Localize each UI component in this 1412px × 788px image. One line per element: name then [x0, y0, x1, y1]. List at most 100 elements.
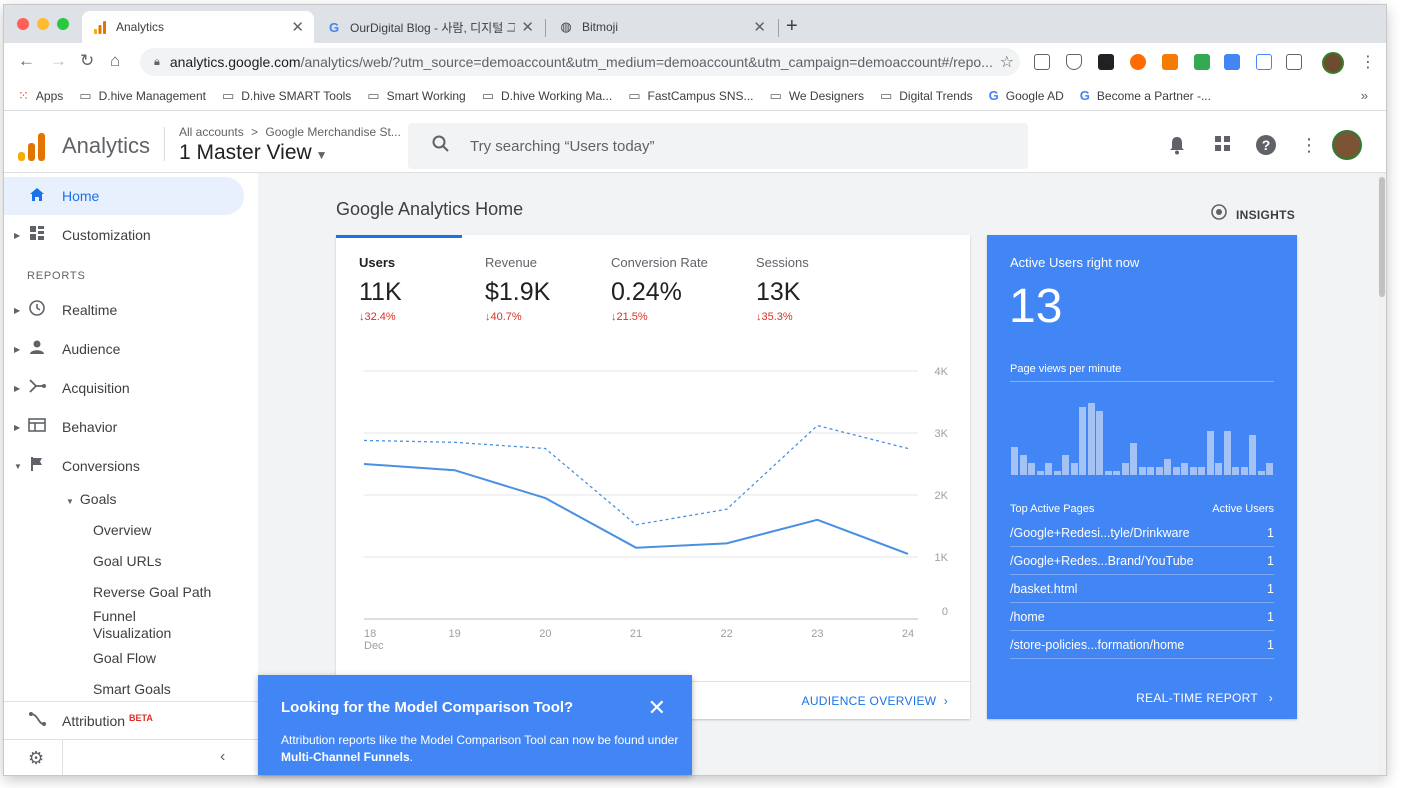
pageviews-bar — [1189, 467, 1197, 475]
close-tab-icon[interactable]: ✕ — [521, 19, 534, 36]
extension-chart-icon[interactable] — [1162, 54, 1178, 70]
nav-smart-goals[interactable]: Smart Goals — [93, 681, 171, 697]
tab-ourdigital[interactable]: G OurDigital Blog - 사람, 디지털 그리 ✕ — [316, 11, 544, 43]
nav-behavior[interactable]: ▶ Behavior — [4, 408, 244, 446]
forward-icon[interactable]: → — [50, 51, 67, 70]
bookmark-item[interactable]: ▭ D.hive Management — [79, 88, 206, 104]
metric-delta: ↓35.3% — [756, 311, 793, 323]
more-menu-icon[interactable]: ⋮ — [1300, 135, 1318, 155]
nav-goals-label: Goals — [79, 491, 117, 507]
collapse-arrow-icon: ▼ — [66, 497, 74, 506]
back-icon[interactable]: ← — [18, 51, 35, 70]
maximize-window-button[interactable] — [57, 18, 69, 30]
close-window-button[interactable] — [17, 18, 29, 30]
nav-audience[interactable]: ▶ Audience — [4, 330, 244, 368]
tab-strip: Analytics ✕ G OurDigital Blog - 사람, 디지털 … — [4, 5, 1386, 43]
translate-icon[interactable] — [1224, 54, 1240, 70]
search-box[interactable]: Try searching “Users today” — [408, 123, 1028, 169]
metric-users[interactable]: Users 11K ↓32.4% — [359, 255, 402, 323]
extension-grey-icon[interactable] — [1286, 54, 1302, 70]
metric-delta: ↓21.5% — [611, 311, 648, 323]
browser-profile-avatar[interactable] — [1322, 52, 1344, 74]
active-page-row[interactable]: /store-policies...formation/home 1 — [1010, 631, 1274, 659]
gear-icon[interactable]: ⚙ — [28, 748, 45, 768]
notifications-bell-icon[interactable] — [1168, 135, 1186, 160]
apps-grid-icon[interactable] — [1214, 135, 1232, 158]
bookmark-item[interactable]: ▭ Smart Working — [367, 88, 465, 104]
y-tick-label: 4K — [935, 366, 949, 378]
close-icon[interactable]: ✕ — [647, 695, 666, 720]
nav-goal-flow[interactable]: Goal Flow — [93, 650, 157, 666]
multi-channel-funnels-link[interactable]: Multi-Channel Funnels — [281, 750, 410, 764]
browser-menu-icon[interactable]: ⋮ — [1360, 54, 1376, 71]
metric-sessions[interactable]: Sessions 13K ↓35.3% — [756, 255, 809, 323]
minimize-window-button[interactable] — [37, 18, 49, 30]
address-bar[interactable]: 🔒︎ analytics.google.com/analytics/web/?u… — [140, 48, 1020, 76]
bookmark-item[interactable]: ▭ Digital Trends — [880, 88, 973, 104]
pocket-icon[interactable] — [1066, 54, 1082, 70]
metric-value: 11K — [359, 278, 402, 306]
page-active-users: 1 — [1267, 581, 1274, 596]
bookmark-item[interactable]: ▭ FastCampus SNS... — [628, 88, 753, 104]
view-selector[interactable]: 1 Master View ▼ — [179, 141, 328, 165]
nav-reverse-goal-path[interactable]: Reverse Goal Path — [93, 584, 212, 600]
extension-orange-icon[interactable] — [1130, 54, 1146, 70]
active-page-row[interactable]: /basket.html 1 — [1010, 575, 1274, 603]
metric-conversion-rate[interactable]: Conversion Rate 0.24% ↓21.5% — [611, 255, 708, 323]
nav-acquisition[interactable]: ▶ Acquisition — [4, 369, 244, 407]
reports-section-label: REPORTS — [27, 270, 86, 282]
nav-conversions[interactable]: ▼ Conversions — [4, 447, 244, 485]
extension-blue-icon[interactable] — [1256, 54, 1272, 70]
collapse-nav-icon[interactable]: ‹ — [220, 748, 226, 765]
metric-revenue[interactable]: Revenue $1.9K ↓40.7% — [485, 255, 550, 323]
reading-list-icon[interactable] — [1034, 54, 1050, 70]
extension-green-icon[interactable] — [1194, 54, 1210, 70]
help-icon[interactable]: ? — [1256, 135, 1276, 160]
realtime-report-link[interactable]: REAL-TIME REPORT › — [1136, 691, 1273, 705]
nav-funnel-visualization[interactable]: Funnel Visualization — [93, 608, 172, 641]
close-tab-icon[interactable]: ✕ — [291, 19, 304, 36]
pageviews-bar — [1198, 467, 1206, 475]
bookmark-item[interactable]: ▭ D.hive SMART Tools — [222, 88, 351, 104]
metric-delta: ↓40.7% — [485, 311, 522, 323]
bookmark-item[interactable]: ⁙ Apps — [18, 88, 63, 104]
audience-overview-link[interactable]: AUDIENCE OVERVIEW › — [802, 694, 948, 708]
nav-goal-overview[interactable]: Overview — [93, 522, 152, 538]
active-page-row[interactable]: /Google+Redes...Brand/YouTube 1 — [1010, 547, 1274, 575]
nav-customization[interactable]: ▶ Customization — [4, 216, 244, 254]
tab-bitmoji[interactable]: ◍ Bitmoji ✕ — [548, 11, 776, 43]
pageviews-bar-chart — [1011, 395, 1275, 475]
notion-icon[interactable] — [1098, 54, 1114, 70]
home-icon[interactable]: ⌂ — [110, 51, 121, 70]
close-tab-icon[interactable]: ✕ — [753, 19, 766, 36]
active-page-row[interactable]: /home 1 — [1010, 603, 1274, 631]
page-scrollbar[interactable] — [1378, 173, 1386, 775]
bookmark-item[interactable]: ▭ D.hive Working Ma... — [482, 88, 612, 104]
avatar[interactable] — [1332, 130, 1362, 160]
bookmark-label: D.hive Management — [98, 88, 206, 103]
pageviews-bar — [1019, 455, 1027, 475]
tab-analytics[interactable]: Analytics ✕ — [82, 11, 314, 43]
nav-home[interactable]: Home — [4, 177, 244, 215]
insights-button[interactable]: INSIGHTS — [1210, 203, 1295, 226]
new-tab-button[interactable]: + — [786, 15, 798, 37]
breadcrumb[interactable]: All accounts > Google Merchandise St... — [179, 125, 401, 139]
nav-goal-urls[interactable]: Goal URLs — [93, 553, 162, 569]
bookmarks-overflow-button[interactable]: » — [1360, 88, 1368, 103]
bookmark-label: Digital Trends — [899, 88, 973, 103]
bookmark-star-icon[interactable]: ☆ — [999, 54, 1014, 71]
bookmark-item[interactable]: G Become a Partner -... — [1080, 88, 1211, 103]
bookmark-item[interactable]: ▭ We Designers — [770, 88, 864, 104]
nav-goals[interactable]: ▼ Goals — [66, 491, 117, 507]
breadcrumb-all-accounts[interactable]: All accounts — [179, 125, 244, 139]
page-path: /Google+Redesi...tyle/Drinkware — [1010, 525, 1190, 540]
scrollbar-thumb[interactable] — [1379, 177, 1385, 297]
google-icon: G — [1079, 88, 1090, 103]
breadcrumb-account[interactable]: Google Merchandise St... — [265, 125, 401, 139]
nav-realtime[interactable]: ▶ Realtime — [4, 291, 244, 329]
pageviews-bar — [1045, 463, 1053, 475]
active-page-row[interactable]: /Google+Redesi...tyle/Drinkware 1 — [1010, 519, 1274, 547]
reload-icon[interactable]: ↻ — [80, 51, 95, 70]
bookmark-item[interactable]: G Google AD — [989, 88, 1064, 103]
nav-attribution[interactable]: Attribution BETA — [4, 701, 258, 739]
